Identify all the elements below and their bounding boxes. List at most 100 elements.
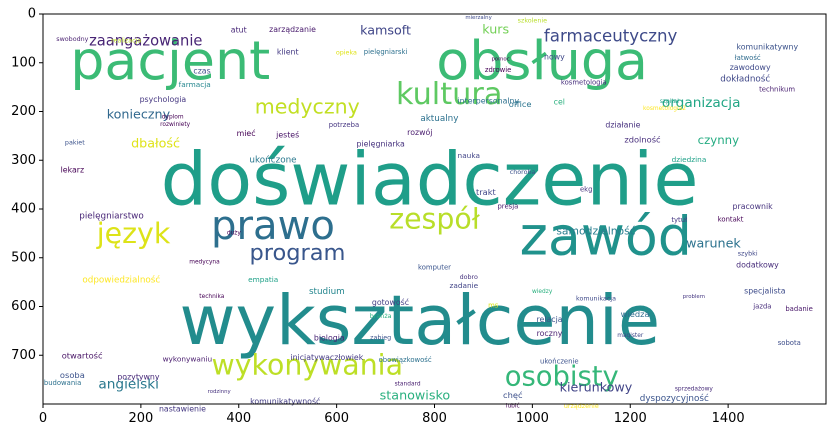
word-118: szpital: [660, 99, 679, 105]
word-30: interpersonalny: [458, 96, 520, 105]
word-103: dyplom: [162, 114, 184, 120]
word-100: pielęgniarski: [364, 48, 408, 56]
word-52: wykonywaniu: [163, 355, 213, 364]
word-18: kurs: [482, 22, 509, 37]
word-87: choroba: [510, 169, 536, 176]
word-106: technika: [199, 294, 224, 300]
word-15: kamsoft: [360, 23, 411, 38]
word-12: medyczny: [255, 95, 360, 119]
word-97: mierzalny: [465, 15, 492, 21]
x-tick-label: 400: [226, 411, 251, 426]
word-22: angielski: [98, 377, 159, 393]
word-117: rodzinny: [208, 389, 232, 395]
word-11: program: [249, 240, 345, 266]
word-53: inicjatywaczłowiek: [290, 353, 363, 362]
y-tick-label: 700: [11, 348, 36, 363]
word-69: potrzeba: [329, 121, 359, 129]
y-tick-label: 200: [11, 104, 36, 119]
word-79: jazda: [752, 303, 771, 311]
x-tick-label: 1200: [614, 411, 647, 426]
word-72: empatia: [248, 275, 278, 284]
word-99: swobodny: [56, 36, 88, 43]
word-94: szkolenie: [518, 17, 547, 24]
word-64: mieć: [237, 128, 256, 138]
word-108: branża: [370, 313, 392, 320]
word-4: zawód: [520, 204, 692, 267]
word-105: medycyna: [189, 260, 220, 266]
word-73: komputer: [418, 264, 451, 272]
word-68: trakt: [476, 187, 497, 197]
word-13: farmaceutyczny: [544, 26, 678, 45]
word-42: roczny: [537, 329, 563, 338]
word-10: osobisty: [505, 362, 619, 393]
word-14: zaangażowanie: [89, 32, 202, 49]
y-tick-label: 100: [11, 55, 36, 70]
word-38: działanie: [605, 121, 640, 130]
word-91: dobro: [460, 274, 478, 281]
word-114: lubić: [506, 402, 520, 409]
word-82: łatwość: [735, 54, 761, 62]
word-59: cel: [554, 97, 565, 106]
word-3: wykształcenie: [180, 281, 661, 361]
y-tick-label: 500: [11, 250, 36, 265]
word-85: sobota: [778, 339, 801, 347]
word-39: zdolność: [624, 134, 661, 144]
word-9: wykonywania: [212, 349, 403, 382]
word-57: chęć: [503, 390, 523, 400]
word-60: klient: [277, 48, 299, 57]
word-116: budowania: [44, 379, 81, 387]
word-63: nowy: [544, 52, 565, 61]
word-41: relacja: [536, 315, 562, 324]
word-21: stanowisko: [380, 388, 451, 403]
word-37: specjalista: [744, 286, 786, 295]
word-31: aktualny: [420, 114, 458, 124]
word-35: pracownik: [733, 202, 774, 211]
y-tick-label: 300: [11, 153, 36, 168]
word-44: gotowość: [372, 297, 409, 307]
word-7: zespół: [389, 202, 481, 235]
word-81: technikum: [759, 86, 795, 94]
x-tick-label: 600: [324, 411, 349, 426]
word-43: studium: [309, 287, 345, 297]
word-55: dyspozycyjność: [640, 393, 709, 404]
word-104: pakiet: [65, 140, 85, 147]
x-axis: 0 200 400 600 800 1000 1200 1400: [39, 404, 745, 426]
word-93: ms: [488, 302, 499, 310]
word-110: magister: [617, 333, 644, 339]
word-27: pielęgniarstwo: [79, 211, 144, 221]
word-112: sprzedażowy: [675, 386, 714, 392]
word-89: dziedzina: [672, 155, 707, 164]
word-47: otwartość: [62, 350, 103, 360]
word-96: realizacja: [111, 37, 141, 44]
word-77: tytuł: [671, 216, 687, 224]
word-88: ekg: [580, 186, 593, 194]
word-5: prawo: [211, 203, 335, 249]
word-34: zawodowy: [730, 63, 771, 72]
word-74: zadanie: [450, 281, 479, 290]
word-0: pacjent: [70, 29, 270, 92]
word-98: pomoc: [491, 56, 509, 62]
word-40: wiedza: [621, 309, 650, 319]
word-54: obowiązkowość: [379, 356, 432, 364]
word-80: badanie: [785, 305, 813, 313]
word-76: szybki: [738, 250, 758, 257]
word-65: jesteś: [275, 129, 299, 139]
word-56: ukończenie: [540, 358, 579, 366]
x-tick-label: 0: [39, 411, 47, 426]
x-tick-label: 200: [128, 411, 153, 426]
word-46: lekarz: [61, 166, 85, 175]
y-tick-label: 0: [28, 7, 36, 22]
word-70: czas: [193, 67, 210, 76]
word-84: zdrowie: [485, 66, 512, 74]
word-109: zabieg: [370, 335, 391, 342]
word-86: nauka: [458, 151, 480, 160]
word-90: presja: [497, 203, 518, 211]
word-48: osoba: [60, 370, 85, 380]
word-50: nastawienie: [159, 404, 206, 413]
word-113: urządzenie: [564, 403, 599, 410]
word-111: problem: [683, 294, 705, 300]
x-tick-label: 800: [422, 411, 447, 426]
word-75: komunikacja: [576, 296, 616, 303]
word-83: kosmetologia: [561, 78, 607, 86]
y-tick-label: 600: [11, 299, 36, 314]
